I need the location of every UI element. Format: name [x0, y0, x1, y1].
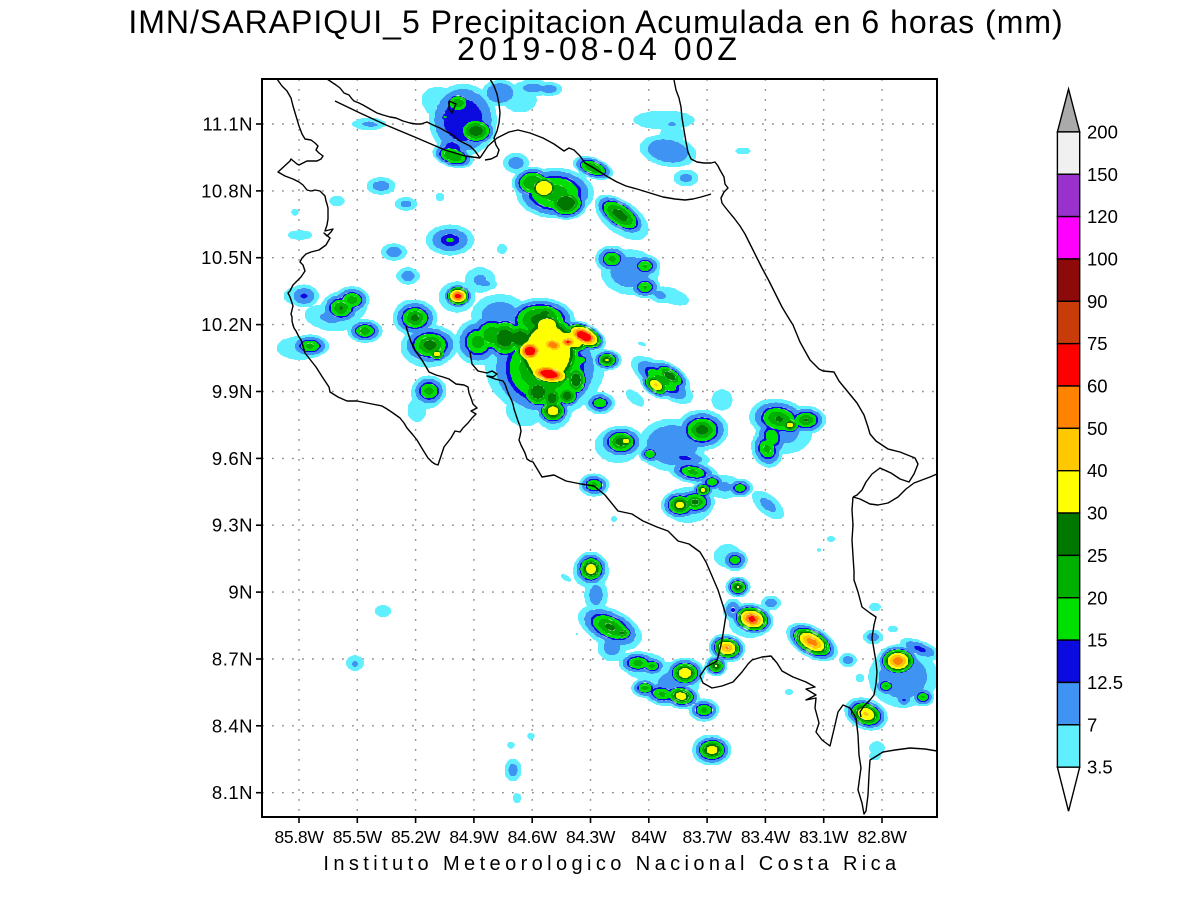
svg-text:10.5N: 10.5N — [201, 247, 253, 268]
svg-text:9N: 9N — [228, 582, 253, 603]
svg-text:10.2N: 10.2N — [201, 314, 253, 335]
svg-text:85.8W: 85.8W — [274, 827, 324, 847]
svg-text:90: 90 — [1087, 291, 1108, 312]
svg-text:3.5: 3.5 — [1087, 757, 1113, 778]
svg-text:15: 15 — [1087, 630, 1108, 651]
svg-text:30: 30 — [1087, 503, 1108, 524]
svg-text:100: 100 — [1087, 248, 1118, 269]
svg-text:2019-08-04 00Z: 2019-08-04 00Z — [457, 31, 741, 67]
svg-text:11.1N: 11.1N — [203, 114, 254, 135]
svg-text:12.5: 12.5 — [1087, 672, 1123, 693]
svg-text:120: 120 — [1087, 206, 1118, 227]
svg-text:9.3N: 9.3N — [212, 515, 253, 536]
svg-text:84.3W: 84.3W — [566, 827, 616, 847]
svg-text:60: 60 — [1087, 376, 1108, 397]
svg-text:85.2W: 85.2W — [391, 827, 441, 847]
svg-text:40: 40 — [1087, 460, 1108, 481]
svg-text:150: 150 — [1087, 164, 1118, 185]
svg-text:8.1N: 8.1N — [212, 782, 253, 803]
svg-text:7: 7 — [1087, 714, 1097, 735]
svg-text:Instituto Meteorologico Nacion: Instituto Meteorologico Nacional Costa R… — [323, 853, 900, 875]
svg-text:200: 200 — [1087, 121, 1118, 142]
svg-text:50: 50 — [1087, 418, 1108, 439]
svg-text:75: 75 — [1087, 333, 1108, 354]
svg-text:9.6N: 9.6N — [212, 448, 253, 469]
svg-text:84.6W: 84.6W — [508, 827, 558, 847]
svg-text:84.9W: 84.9W — [449, 827, 499, 847]
svg-text:83.7W: 83.7W — [683, 827, 733, 847]
svg-text:20: 20 — [1087, 587, 1108, 608]
svg-text:85.5W: 85.5W — [333, 827, 383, 847]
svg-text:9.9N: 9.9N — [212, 381, 253, 402]
svg-text:8.4N: 8.4N — [212, 715, 253, 736]
svg-text:83.1W: 83.1W — [799, 827, 849, 847]
svg-text:10.8N: 10.8N — [201, 180, 253, 201]
svg-text:IMN/SARAPIQUI_5 Precipitacion: IMN/SARAPIQUI_5 Precipitacion Acumulada … — [128, 4, 1063, 40]
svg-text:84W: 84W — [631, 827, 667, 847]
svg-text:82.8W: 82.8W — [857, 827, 907, 847]
svg-text:8.7N: 8.7N — [212, 649, 253, 670]
svg-text:25: 25 — [1087, 545, 1108, 566]
svg-text:83.4W: 83.4W — [741, 827, 791, 847]
